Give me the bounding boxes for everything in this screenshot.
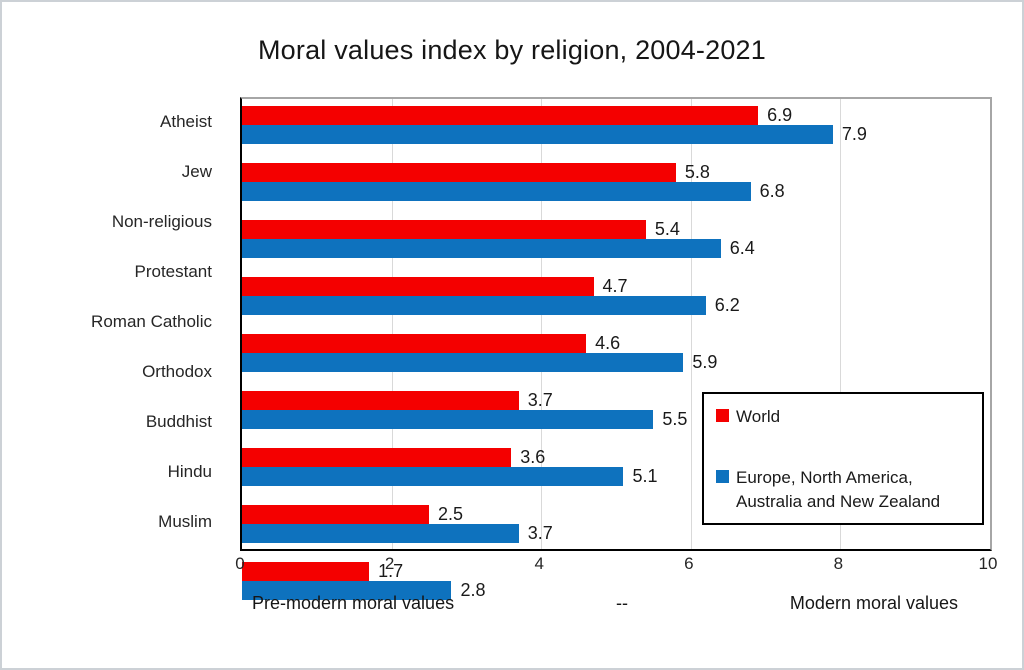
bar-world bbox=[242, 448, 512, 467]
bar-world bbox=[242, 391, 519, 410]
bar-world bbox=[242, 163, 676, 182]
bar-line: 5.4 bbox=[242, 220, 990, 239]
bar-value-label: 4.7 bbox=[602, 276, 628, 296]
legend-label: World bbox=[736, 407, 781, 426]
axis-caption-left: Pre-modern moral values bbox=[252, 593, 455, 613]
axis-caption-right: Modern moral values bbox=[789, 593, 958, 613]
bar-line: 6.8 bbox=[242, 182, 990, 201]
x-tick-label: 0 bbox=[235, 554, 245, 573]
gridline-2 bbox=[391, 99, 393, 549]
bar-value-label: 6.8 bbox=[759, 181, 785, 201]
bar-line: 6.2 bbox=[242, 296, 990, 315]
bar-value-label: 3.7 bbox=[527, 390, 553, 410]
category-label: Jew bbox=[181, 162, 212, 181]
category-label: Non-religious bbox=[111, 212, 212, 231]
bar-europe bbox=[242, 410, 654, 429]
bar-line: 5.8 bbox=[242, 163, 990, 182]
bar-rows: 6.9 7.9 5.8 6.8 5.4 6.4 4.7 6.2 4.6 5.9 3.7 5.5 3.6 5… bbox=[242, 99, 990, 600]
category-label: Protestant bbox=[134, 262, 213, 281]
x-tick-label: 4 bbox=[534, 554, 544, 573]
gridline-6 bbox=[690, 99, 692, 549]
x-axis-caption: Pre-modern moral values -- Modern moral … bbox=[240, 593, 988, 614]
bar-line: 4.6 bbox=[242, 334, 990, 353]
bar-europe bbox=[242, 524, 519, 543]
bar-europe bbox=[242, 353, 684, 372]
x-tick-label: 2 bbox=[384, 554, 395, 573]
category-label: Muslim bbox=[158, 512, 212, 531]
bar-value-label: 3.6 bbox=[520, 447, 546, 467]
bar-line: 6.9 bbox=[242, 106, 990, 125]
bar-line: 5.9 bbox=[242, 353, 990, 372]
bar-row: 3.6 5.1 bbox=[242, 448, 990, 498]
bar-europe bbox=[242, 125, 833, 144]
bar-europe bbox=[242, 467, 624, 486]
bar-world bbox=[242, 220, 646, 239]
bar-row: 1.7 2.8 bbox=[242, 562, 990, 612]
category-label: Atheist bbox=[160, 112, 212, 131]
bar-world bbox=[242, 334, 587, 353]
legend-box: World Europe, North America, Australia an… bbox=[702, 392, 984, 525]
bar-world bbox=[242, 562, 370, 581]
bar-row: 5.4 6.4 bbox=[242, 220, 990, 270]
bar-value-label: 5.9 bbox=[692, 352, 718, 372]
bar-world bbox=[242, 505, 429, 524]
bar-line: 2.5 bbox=[242, 505, 990, 524]
category-label: Buddhist bbox=[145, 412, 212, 431]
bar-line: 5.1 bbox=[242, 467, 990, 486]
bar-row: 6.9 7.9 bbox=[242, 106, 990, 156]
x-tick-label: 6 bbox=[684, 554, 694, 573]
legend-entry: Europe, North America, Australia and New… bbox=[716, 466, 970, 515]
bar-value-label: 4.6 bbox=[595, 333, 621, 353]
bar-value-label: 6.2 bbox=[714, 295, 740, 315]
legend-label: Europe, North America, Australia and New… bbox=[736, 467, 941, 512]
legend-swatch-icon bbox=[716, 469, 729, 483]
bar-value-label: 5.8 bbox=[684, 162, 710, 182]
legend-entry: World bbox=[716, 405, 970, 430]
bar-value-label: 2.8 bbox=[460, 580, 486, 600]
category-label: Orthodox bbox=[142, 362, 212, 381]
bar-value-label: 6.9 bbox=[767, 105, 793, 125]
bar-value-label: 6.4 bbox=[729, 238, 755, 258]
bar-line: 5.5 bbox=[242, 410, 990, 429]
bar-line: 7.9 bbox=[242, 125, 990, 144]
x-axis-ticks: 0 2 4 6 8 10 bbox=[235, 554, 997, 578]
bar-value-label: 2.5 bbox=[438, 504, 464, 524]
bar-europe bbox=[242, 296, 706, 315]
bar-line: 1.7 bbox=[242, 562, 990, 581]
bar-line: 3.7 bbox=[242, 391, 990, 410]
bar-row: 3.7 5.5 bbox=[242, 391, 990, 441]
bar-value-label: 3.7 bbox=[527, 523, 553, 543]
bar-value-label: 5.5 bbox=[662, 409, 688, 429]
bar-row: 5.8 6.8 bbox=[242, 163, 990, 213]
bar-row: 4.7 6.2 bbox=[242, 277, 990, 327]
chart-title: Moral values index by religion, 2004-202… bbox=[257, 35, 766, 65]
bar-line: 6.4 bbox=[242, 239, 990, 258]
bar-world bbox=[242, 106, 759, 125]
bar-line: 3.6 bbox=[242, 448, 990, 467]
bar-europe bbox=[242, 581, 452, 600]
x-tick-label: 8 bbox=[833, 554, 844, 573]
gridline-4 bbox=[541, 99, 543, 549]
bar-line: 4.7 bbox=[242, 277, 990, 296]
bar-row: 2.5 3.7 bbox=[242, 505, 990, 555]
legend-swatch-icon bbox=[716, 409, 729, 422]
bar-row: 4.6 5.9 bbox=[242, 334, 990, 384]
bar-line: 2.8 bbox=[242, 581, 990, 600]
category-label: Hindu bbox=[167, 462, 212, 481]
plot-area: 6.9 7.9 5.8 6.8 5.4 6.4 4.7 6.2 4.6 5.9 3.7 5.5 3.6 5… bbox=[240, 97, 992, 600]
category-label: Roman Catholic bbox=[91, 312, 212, 331]
bar-value-label: 1.7 bbox=[378, 561, 404, 581]
x-tick-label: 10 bbox=[978, 554, 998, 573]
bar-world bbox=[242, 277, 594, 296]
bar-europe bbox=[242, 239, 721, 258]
gridline-8 bbox=[840, 99, 842, 549]
bar-europe bbox=[242, 182, 751, 201]
bar-line: 3.7 bbox=[242, 524, 990, 543]
bar-value-label: 5.4 bbox=[654, 219, 680, 239]
axis-caption-middle: -- bbox=[616, 593, 628, 613]
bar-value-label: 5.1 bbox=[632, 466, 658, 486]
bar-value-label: 7.9 bbox=[841, 124, 867, 144]
category-axis: Atheist Jew Non-religious Protestant Roman C… bbox=[2, 97, 226, 547]
